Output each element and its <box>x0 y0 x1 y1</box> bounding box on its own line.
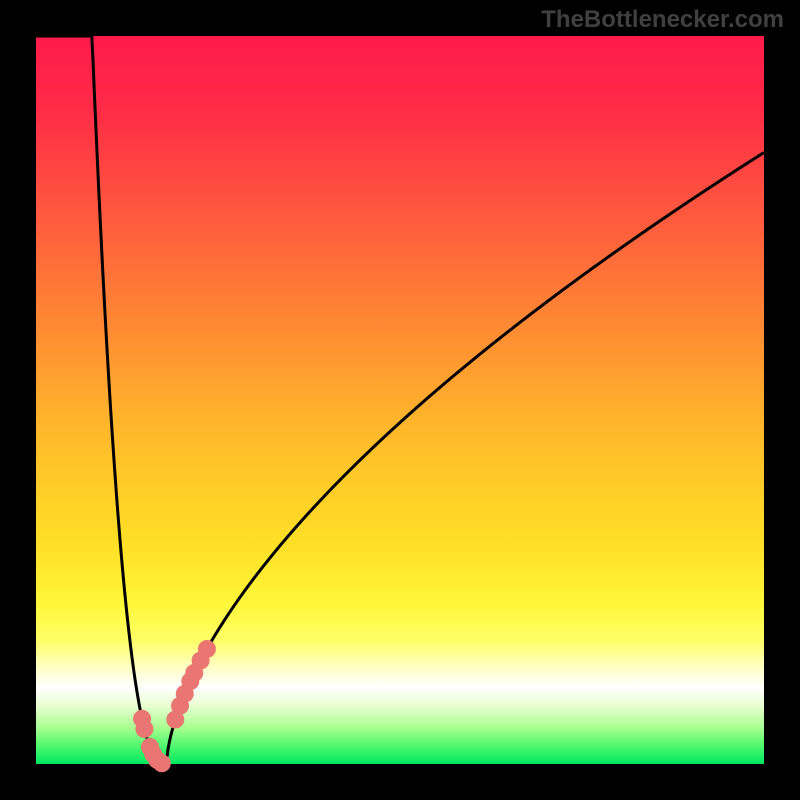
watermark-text: TheBottlenecker.com <box>541 6 784 34</box>
data-marker <box>198 640 216 658</box>
plot-background-gradient <box>36 36 764 764</box>
chart-container: TheBottlenecker.com <box>0 0 800 800</box>
data-marker <box>135 720 153 738</box>
bottleneck-chart-svg <box>0 0 800 800</box>
data-marker <box>153 754 171 772</box>
